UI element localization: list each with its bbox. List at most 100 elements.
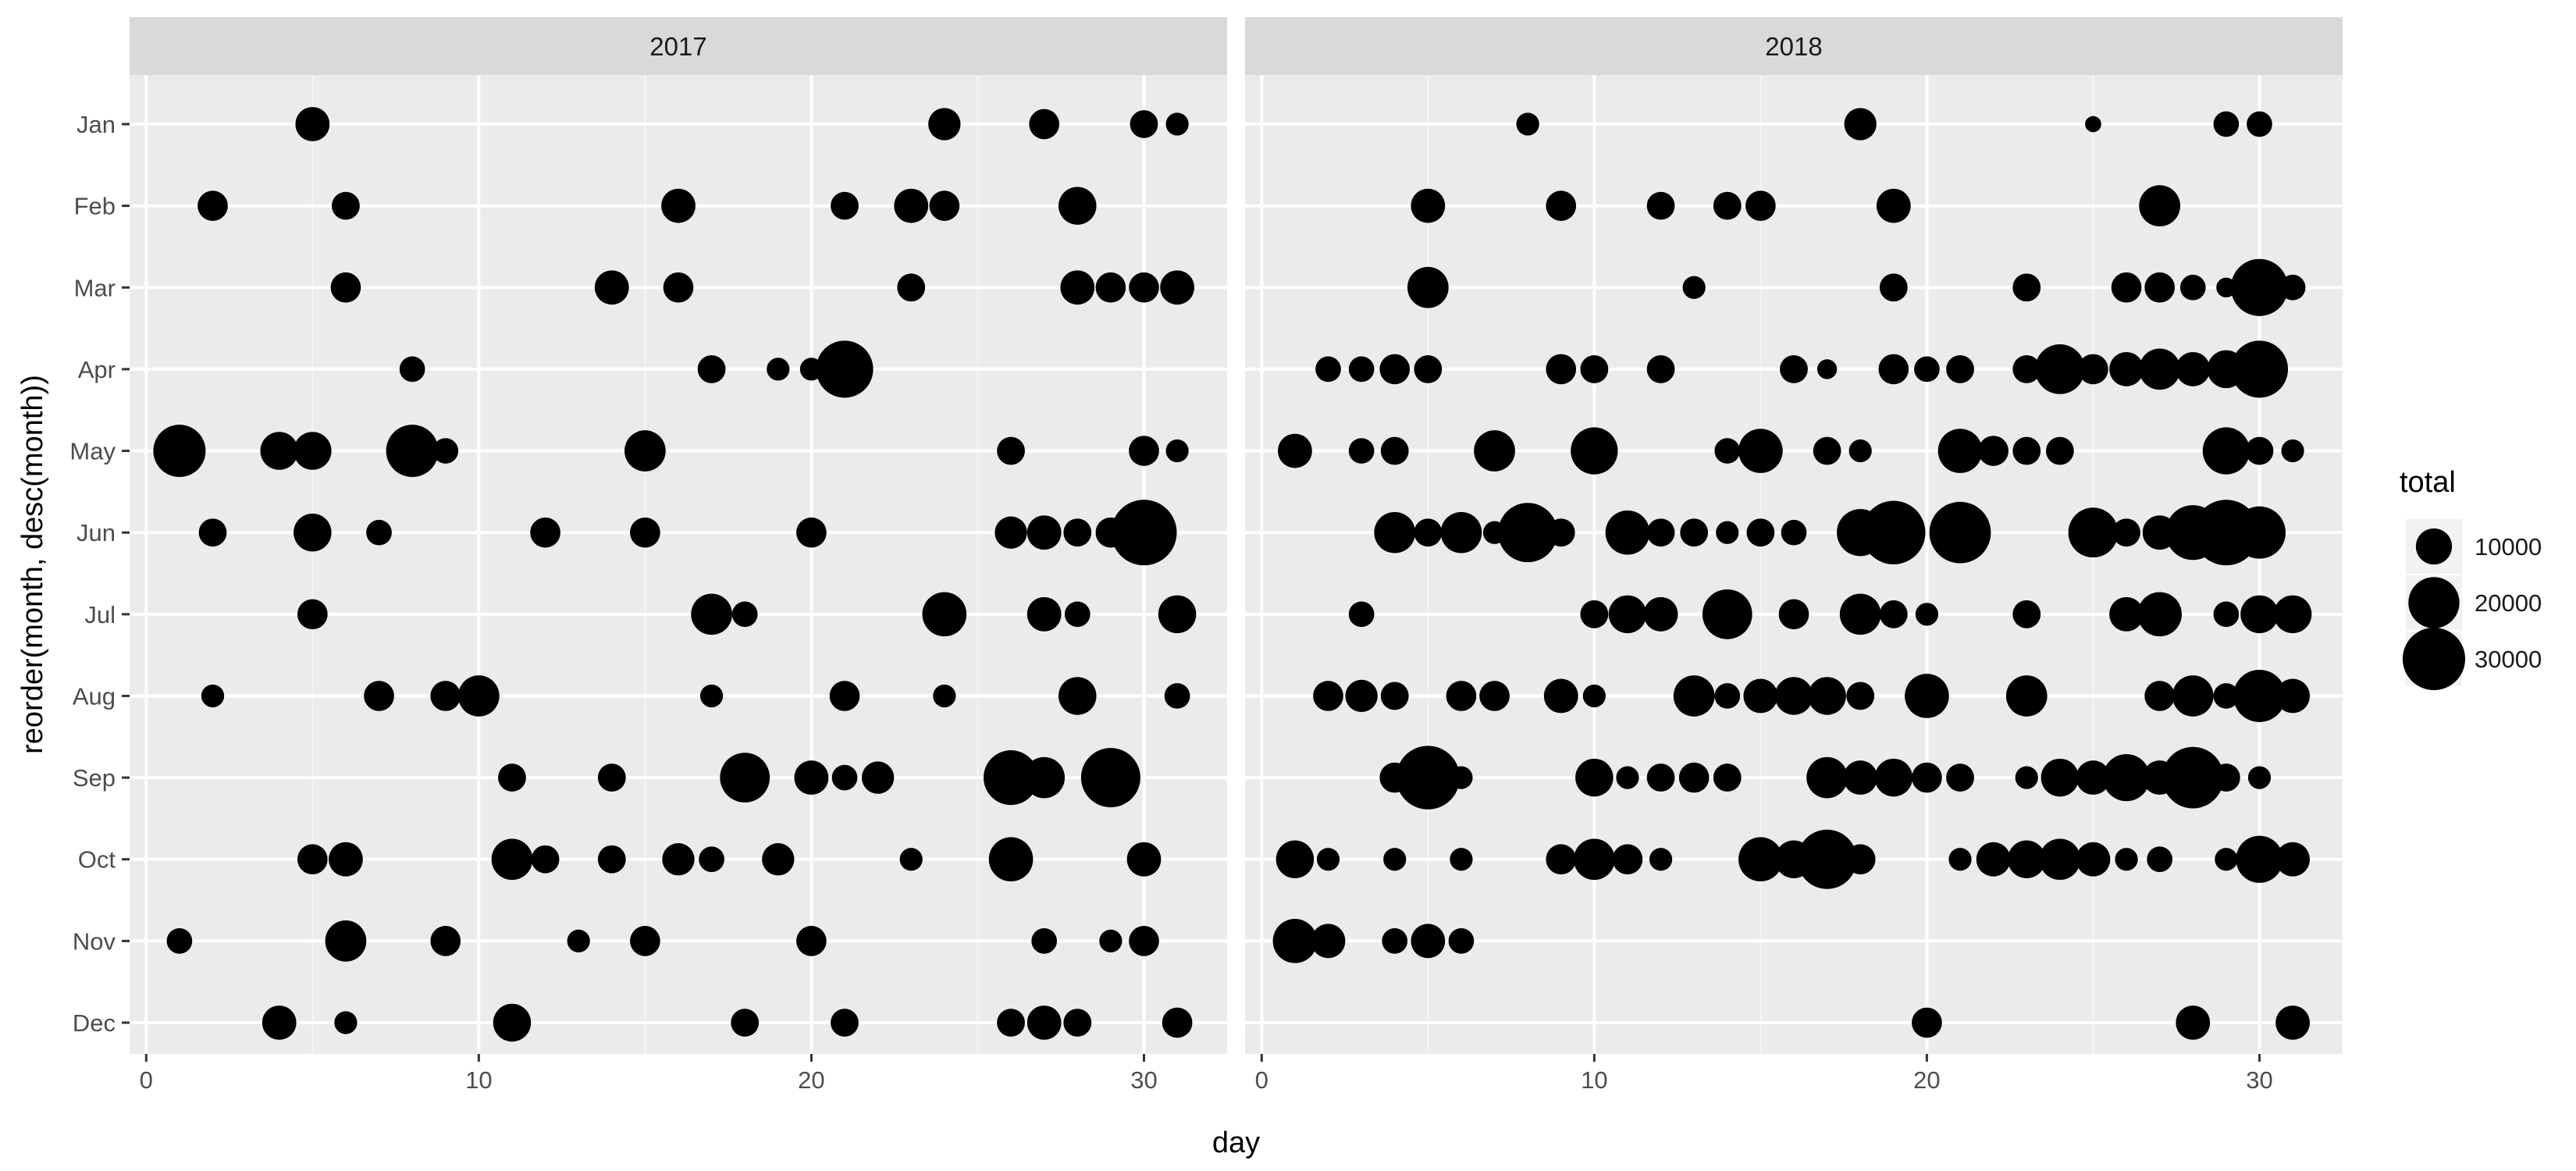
data-point	[997, 436, 1025, 465]
data-point	[1450, 848, 1473, 871]
data-point	[1348, 601, 1375, 628]
data-point	[1713, 763, 1742, 792]
data-point	[2240, 595, 2279, 634]
data-point	[624, 430, 666, 472]
data-point	[1063, 1009, 1092, 1037]
data-point	[1813, 436, 1841, 465]
data-point	[2012, 273, 2041, 302]
data-point	[1946, 354, 1974, 383]
data-point	[325, 920, 367, 962]
data-point	[1026, 596, 1062, 632]
data-point	[2279, 274, 2306, 301]
data-point	[1313, 681, 1343, 711]
data-point	[2109, 351, 2144, 386]
data-point	[2233, 669, 2286, 722]
y-axis-title: reorder(month, desc(month))	[16, 375, 49, 754]
data-point	[1745, 190, 1776, 221]
data-point	[1448, 928, 1475, 954]
data-point	[295, 107, 330, 141]
data-point	[831, 764, 858, 791]
data-point	[1616, 766, 1639, 789]
data-point	[1781, 519, 1807, 546]
data-point	[1816, 359, 1838, 379]
y-tick-label: Apr	[78, 356, 116, 383]
data-point	[922, 592, 967, 637]
data-point	[1843, 760, 1878, 795]
data-point	[2144, 272, 2176, 303]
data-point	[1605, 510, 1650, 555]
data-point	[166, 928, 193, 954]
data-point	[2176, 1005, 2211, 1040]
data-point	[1876, 188, 1911, 223]
data-point	[1272, 919, 1318, 963]
data-point	[794, 760, 829, 795]
data-point	[1839, 593, 1881, 635]
data-point	[1929, 501, 1991, 564]
data-point	[1646, 354, 1675, 383]
data-point	[1382, 928, 1408, 954]
data-point	[1164, 683, 1190, 709]
x-tick-label: 20	[798, 1066, 824, 1094]
data-point	[2139, 185, 2181, 226]
data-point	[663, 272, 694, 303]
data-point	[1126, 842, 1162, 877]
data-point	[1380, 682, 1409, 710]
data-point	[1862, 500, 1926, 564]
data-point	[329, 842, 363, 877]
data-point	[1912, 1007, 1942, 1038]
data-point	[1778, 599, 1809, 630]
data-point	[2147, 846, 2173, 873]
data-point	[2007, 840, 2046, 878]
data-point	[260, 432, 298, 470]
x-axis-title: day	[1212, 1127, 1260, 1159]
data-point	[662, 843, 695, 876]
data-point	[1743, 678, 1778, 714]
data-point	[1026, 515, 1062, 550]
data-point	[767, 358, 790, 381]
data-point	[2076, 760, 2111, 795]
data-point	[796, 926, 827, 956]
data-point	[1276, 840, 1315, 878]
data-point	[2012, 436, 2041, 465]
data-point	[1808, 677, 1846, 715]
data-point	[198, 518, 227, 547]
data-point	[1948, 848, 1972, 871]
data-point	[1774, 677, 1813, 715]
data-point	[1111, 500, 1177, 566]
x-tick-label: 30	[1130, 1066, 1157, 1094]
data-point	[2076, 842, 2111, 877]
legend-label: 30000	[2475, 646, 2542, 673]
data-point	[1806, 756, 1848, 799]
data-point	[697, 354, 726, 383]
data-point	[1315, 356, 1341, 383]
y-tick-label: Nov	[73, 927, 116, 955]
data-point	[1474, 430, 1515, 472]
data-point	[1516, 112, 1539, 136]
data-point	[2012, 354, 2041, 383]
data-point	[294, 432, 332, 470]
data-point	[1682, 276, 1706, 299]
data-point	[1129, 272, 1159, 303]
y-tick-label: Oct	[78, 846, 116, 874]
data-point	[1345, 679, 1378, 713]
x-tick-label: 30	[2246, 1066, 2272, 1094]
data-point	[294, 513, 332, 552]
data-point	[2236, 835, 2283, 883]
data-point	[1546, 190, 1577, 221]
y-tick-label: Jun	[76, 519, 116, 546]
data-point	[1978, 436, 2008, 466]
data-point	[1411, 188, 1446, 223]
data-point	[929, 190, 960, 221]
data-point	[2068, 507, 2119, 558]
y-tick-label: Aug	[73, 682, 116, 710]
data-point	[430, 926, 461, 956]
data-point	[1574, 838, 1615, 881]
data-point	[1915, 603, 1939, 626]
data-point	[1546, 518, 1575, 547]
data-point	[297, 844, 328, 875]
data-point	[1440, 511, 1482, 553]
data-point	[2245, 436, 2274, 465]
data-point	[1026, 1005, 1062, 1040]
data-point	[1311, 924, 1346, 959]
data-point	[1680, 518, 1709, 547]
